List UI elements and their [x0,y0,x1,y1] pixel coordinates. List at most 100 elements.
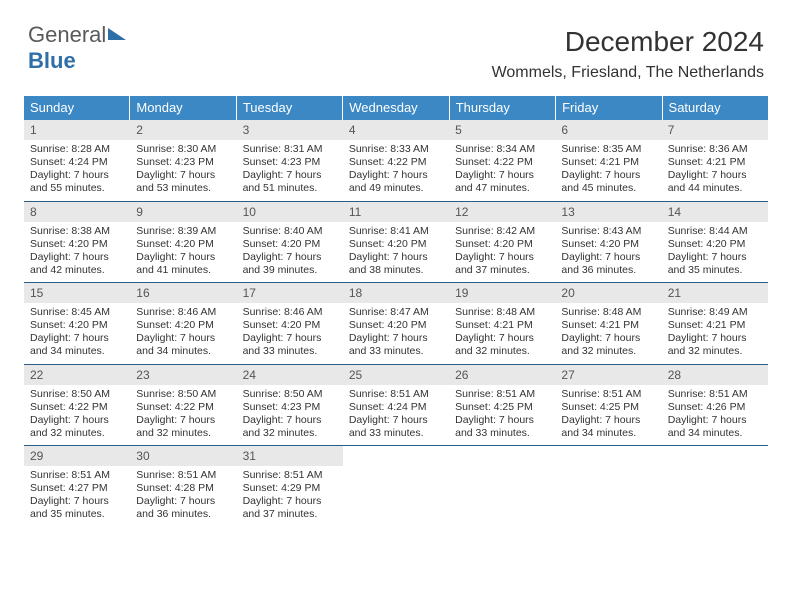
daylight-line: Daylight: 7 hours and 37 minutes. [455,251,534,276]
calendar-day-cell: 31Sunrise: 8:51 AMSunset: 4:29 PMDayligh… [237,446,343,527]
daylight-line: Daylight: 7 hours and 33 minutes. [243,332,322,357]
day-number: 12 [449,202,555,222]
calendar-day-cell: 28Sunrise: 8:51 AMSunset: 4:26 PMDayligh… [662,365,768,446]
calendar-day-cell: 11Sunrise: 8:41 AMSunset: 4:20 PMDayligh… [343,202,449,283]
calendar-header-cell: Friday [556,96,662,120]
sunset-line: Sunset: 4:20 PM [561,238,639,250]
sunset-line: Sunset: 4:26 PM [668,401,746,413]
calendar-header-row: SundayMondayTuesdayWednesdayThursdayFrid… [24,96,768,120]
day-body: Sunrise: 8:51 AMSunset: 4:28 PMDaylight:… [130,466,236,527]
sunset-line: Sunset: 4:20 PM [455,238,533,250]
day-number: 3 [237,120,343,140]
sunrise-line: Sunrise: 8:47 AM [349,306,429,318]
day-body: Sunrise: 8:39 AMSunset: 4:20 PMDaylight:… [130,222,236,283]
logo-triangle-icon [108,28,126,40]
sunset-line: Sunset: 4:21 PM [561,156,639,168]
calendar-header-cell: Saturday [663,96,768,120]
calendar-day-cell: 17Sunrise: 8:46 AMSunset: 4:20 PMDayligh… [237,283,343,364]
day-body: Sunrise: 8:33 AMSunset: 4:22 PMDaylight:… [343,140,449,201]
calendar-day-cell: 8Sunrise: 8:38 AMSunset: 4:20 PMDaylight… [24,202,130,283]
day-body: Sunrise: 8:51 AMSunset: 4:25 PMDaylight:… [449,385,555,446]
sunrise-line: Sunrise: 8:30 AM [136,143,216,155]
day-number: 13 [555,202,661,222]
sunset-line: Sunset: 4:20 PM [243,319,321,331]
sunset-line: Sunset: 4:23 PM [136,156,214,168]
calendar-day-cell [449,446,555,527]
day-number: 7 [662,120,768,140]
day-body: Sunrise: 8:42 AMSunset: 4:20 PMDaylight:… [449,222,555,283]
day-number: 4 [343,120,449,140]
day-number: 19 [449,283,555,303]
calendar-day-cell: 25Sunrise: 8:51 AMSunset: 4:24 PMDayligh… [343,365,449,446]
day-number: 29 [24,446,130,466]
daylight-line: Daylight: 7 hours and 32 minutes. [136,414,215,439]
sunrise-line: Sunrise: 8:42 AM [455,225,535,237]
daylight-line: Daylight: 7 hours and 36 minutes. [561,251,640,276]
sunset-line: Sunset: 4:29 PM [243,482,321,494]
daylight-line: Daylight: 7 hours and 35 minutes. [668,251,747,276]
day-number: 9 [130,202,236,222]
daylight-line: Daylight: 7 hours and 32 minutes. [243,414,322,439]
calendar-header-cell: Tuesday [237,96,343,120]
daylight-line: Daylight: 7 hours and 39 minutes. [243,251,322,276]
calendar-day-cell: 2Sunrise: 8:30 AMSunset: 4:23 PMDaylight… [130,120,236,201]
daylight-line: Daylight: 7 hours and 38 minutes. [349,251,428,276]
daylight-line: Daylight: 7 hours and 35 minutes. [30,495,109,520]
calendar-header-cell: Thursday [450,96,556,120]
daylight-line: Daylight: 7 hours and 53 minutes. [136,169,215,194]
calendar-header-cell: Wednesday [343,96,449,120]
day-body: Sunrise: 8:28 AMSunset: 4:24 PMDaylight:… [24,140,130,201]
sunset-line: Sunset: 4:21 PM [668,319,746,331]
day-number: 26 [449,365,555,385]
sunset-line: Sunset: 4:20 PM [668,238,746,250]
page-title: December 2024 [565,26,764,58]
sunrise-line: Sunrise: 8:31 AM [243,143,323,155]
sunset-line: Sunset: 4:20 PM [349,319,427,331]
sunrise-line: Sunrise: 8:48 AM [455,306,535,318]
sunset-line: Sunset: 4:21 PM [561,319,639,331]
sunset-line: Sunset: 4:28 PM [136,482,214,494]
day-body: Sunrise: 8:47 AMSunset: 4:20 PMDaylight:… [343,303,449,364]
day-body: Sunrise: 8:31 AMSunset: 4:23 PMDaylight:… [237,140,343,201]
calendar: SundayMondayTuesdayWednesdayThursdayFrid… [24,96,768,527]
sunset-line: Sunset: 4:20 PM [136,319,214,331]
sunrise-line: Sunrise: 8:45 AM [30,306,110,318]
sunrise-line: Sunrise: 8:50 AM [243,388,323,400]
sunset-line: Sunset: 4:24 PM [349,401,427,413]
daylight-line: Daylight: 7 hours and 49 minutes. [349,169,428,194]
sunrise-line: Sunrise: 8:48 AM [561,306,641,318]
day-body: Sunrise: 8:48 AMSunset: 4:21 PMDaylight:… [449,303,555,364]
sunset-line: Sunset: 4:20 PM [243,238,321,250]
sunrise-line: Sunrise: 8:35 AM [561,143,641,155]
day-number: 31 [237,446,343,466]
day-body: Sunrise: 8:43 AMSunset: 4:20 PMDaylight:… [555,222,661,283]
day-number: 8 [24,202,130,222]
sunrise-line: Sunrise: 8:51 AM [455,388,535,400]
calendar-day-cell: 19Sunrise: 8:48 AMSunset: 4:21 PMDayligh… [449,283,555,364]
day-body: Sunrise: 8:36 AMSunset: 4:21 PMDaylight:… [662,140,768,201]
sunrise-line: Sunrise: 8:51 AM [136,469,216,481]
daylight-line: Daylight: 7 hours and 34 minutes. [30,332,109,357]
sunrise-line: Sunrise: 8:50 AM [30,388,110,400]
sunrise-line: Sunrise: 8:39 AM [136,225,216,237]
calendar-day-cell: 12Sunrise: 8:42 AMSunset: 4:20 PMDayligh… [449,202,555,283]
logo-text-general: General [28,22,106,47]
sunrise-line: Sunrise: 8:51 AM [561,388,641,400]
calendar-day-cell: 20Sunrise: 8:48 AMSunset: 4:21 PMDayligh… [555,283,661,364]
sunrise-line: Sunrise: 8:36 AM [668,143,748,155]
sunset-line: Sunset: 4:22 PM [30,401,108,413]
logo: General Blue [28,22,126,74]
calendar-header-cell: Monday [130,96,236,120]
day-number: 10 [237,202,343,222]
calendar-day-cell: 15Sunrise: 8:45 AMSunset: 4:20 PMDayligh… [24,283,130,364]
sunset-line: Sunset: 4:22 PM [455,156,533,168]
day-body: Sunrise: 8:34 AMSunset: 4:22 PMDaylight:… [449,140,555,201]
day-number: 6 [555,120,661,140]
day-body: Sunrise: 8:46 AMSunset: 4:20 PMDaylight:… [237,303,343,364]
day-number: 24 [237,365,343,385]
daylight-line: Daylight: 7 hours and 32 minutes. [561,332,640,357]
day-number: 30 [130,446,236,466]
day-number: 27 [555,365,661,385]
calendar-day-cell: 30Sunrise: 8:51 AMSunset: 4:28 PMDayligh… [130,446,236,527]
calendar-week-row: 15Sunrise: 8:45 AMSunset: 4:20 PMDayligh… [24,283,768,365]
